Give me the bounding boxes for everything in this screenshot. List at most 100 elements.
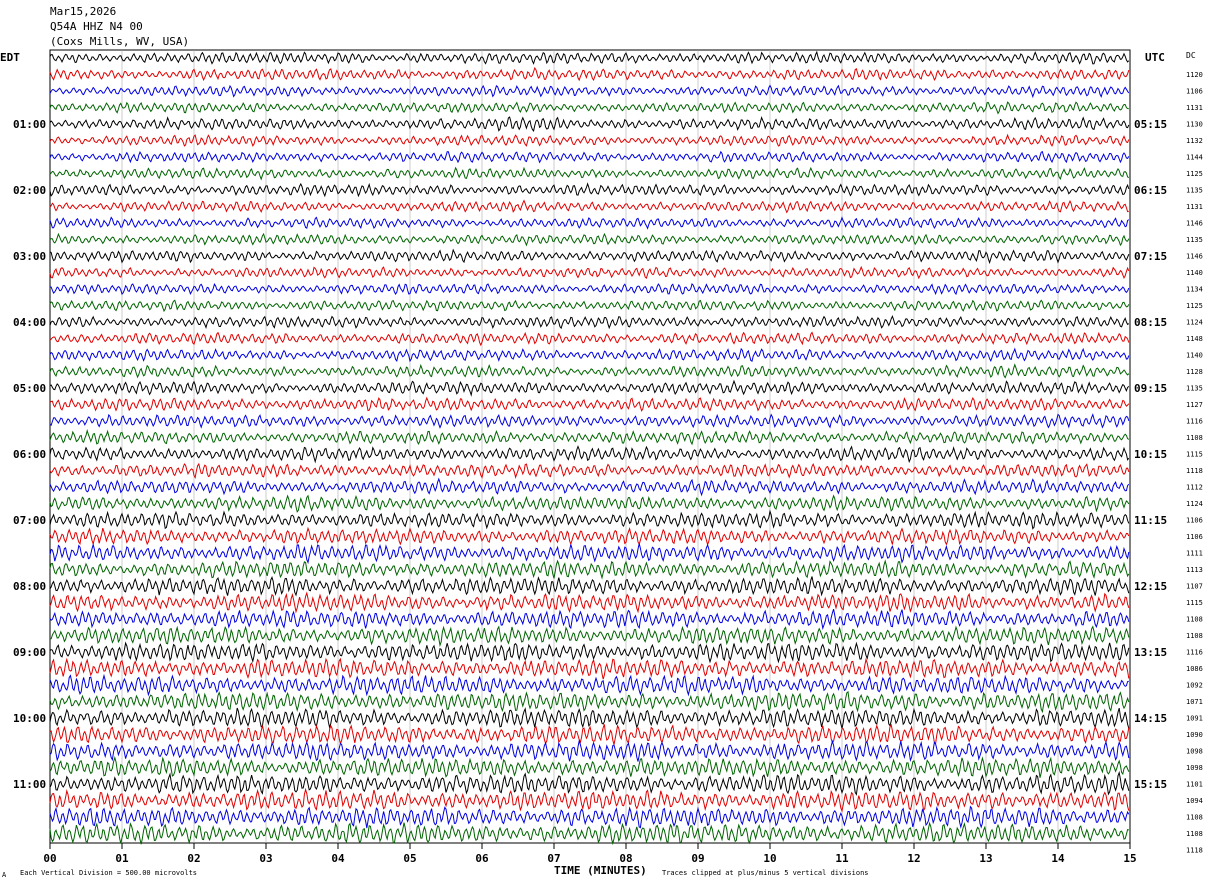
dc-offset-label: 1071 <box>1186 698 1203 706</box>
trace-line <box>49 494 1130 513</box>
trace-line <box>49 591 1130 614</box>
right-time-label: 05:15 <box>1134 118 1167 131</box>
dc-offset-label: 1108 <box>1186 830 1203 838</box>
trace-line <box>49 821 1129 846</box>
trace-line <box>49 805 1130 829</box>
time-labels: 00 01 02 03 04 05 06 07 08 09 10 11 12 13 14 1511201106… <box>13 71 1203 865</box>
right-time-label: 08:15 <box>1134 316 1167 329</box>
dc-offset-label: 1116 <box>1186 418 1203 426</box>
trace-line <box>49 576 1130 597</box>
dc-offset-label: 1120 <box>1186 71 1203 79</box>
left-time-label: 02:00 <box>13 184 46 197</box>
trace-line <box>49 331 1130 347</box>
dc-offset-label: 1148 <box>1186 335 1203 343</box>
right-time-label: 10:15 <box>1134 448 1167 461</box>
right-time-label: 13:15 <box>1134 646 1167 659</box>
x-tick-label: 15 <box>1123 852 1136 865</box>
dc-offset-label: 1140 <box>1186 352 1203 360</box>
trace-line <box>49 166 1130 181</box>
plot-frame <box>49 49 1131 844</box>
dc-offset-label: 1098 <box>1186 748 1203 756</box>
trace-line <box>49 559 1130 580</box>
left-time-label: 01:00 <box>13 118 46 131</box>
trace-line <box>49 641 1130 664</box>
left-time-label: 05:00 <box>13 382 46 395</box>
dc-offset-label: 1106 <box>1186 88 1203 96</box>
trace-line <box>49 66 1130 82</box>
x-tick-label: 13 <box>979 852 992 865</box>
dc-offset-label: 1108 <box>1186 814 1203 822</box>
left-time-label: 06:00 <box>13 448 46 461</box>
trace-line <box>49 509 1130 530</box>
right-time-label: 14:15 <box>1134 712 1167 725</box>
trace-line <box>49 625 1130 648</box>
dc-offset-label: 1144 <box>1186 154 1203 162</box>
dc-offset-label: 1101 <box>1186 781 1203 789</box>
trace-line <box>49 608 1130 631</box>
dc-offset-label: 1146 <box>1186 220 1203 228</box>
left-timezone-label: EDT <box>0 51 20 64</box>
x-tick-label: 08 <box>619 852 632 865</box>
trace-line <box>49 216 1130 230</box>
trace-line <box>49 396 1130 412</box>
trace-line <box>49 723 1130 746</box>
dc-offset-label: 1113 <box>1186 566 1203 574</box>
x-tick-label: 07 <box>547 852 560 865</box>
dc-offset-label: 1118 <box>1186 847 1203 855</box>
trace-line <box>49 314 1130 330</box>
dc-offset-label: 1091 <box>1186 715 1203 723</box>
dc-offset-label: 1108 <box>1186 616 1203 624</box>
dc-offset-label: 1124 <box>1186 500 1203 508</box>
trace-line <box>49 462 1130 479</box>
x-tick-label: 02 <box>187 852 200 865</box>
trace-line <box>49 739 1130 763</box>
dc-offset-label: 1098 <box>1186 764 1203 772</box>
dc-offset-label: 1106 <box>1186 517 1203 525</box>
dc-offset-label: 1125 <box>1186 302 1203 310</box>
trace-line <box>49 363 1130 379</box>
dc-offset-label: 1134 <box>1186 286 1203 294</box>
trace-line <box>49 445 1130 464</box>
dc-offset-label: 1131 <box>1186 104 1203 112</box>
dc-offset-label: 1125 <box>1186 170 1203 178</box>
trace-line <box>49 690 1130 714</box>
dc-offset-label: 1106 <box>1186 533 1203 541</box>
right-time-label: 09:15 <box>1134 382 1167 395</box>
trace-line <box>49 707 1130 730</box>
left-time-label: 11:00 <box>13 778 46 791</box>
right-time-label: 15:15 <box>1134 778 1167 791</box>
location-label: (Coxs Mills, WV, USA) <box>50 35 189 48</box>
trace-line <box>49 150 1130 164</box>
left-time-label: 03:00 <box>13 250 46 263</box>
x-tick-label: 06 <box>475 852 489 865</box>
trace-line <box>49 657 1130 680</box>
x-tick-label: 10 <box>763 852 776 865</box>
dc-offset-label: 1127 <box>1186 401 1203 409</box>
dc-offset-label: 1140 <box>1186 269 1203 277</box>
dc-offset-label: 1115 <box>1186 599 1203 607</box>
trace-line <box>49 232 1130 247</box>
x-tick-label: 04 <box>331 852 345 865</box>
x-axis-title: TIME (MINUTES) <box>554 864 647 877</box>
station-label: Q54A HHZ N4 00 <box>50 20 143 33</box>
grid-lines <box>49 50 1131 849</box>
dc-offset-label: 1092 <box>1186 682 1203 690</box>
left-time-label: 09:00 <box>13 646 46 659</box>
trace-line <box>49 133 1130 147</box>
dc-offset-label: 1086 <box>1186 665 1203 673</box>
dc-offset-label: 1090 <box>1186 731 1203 739</box>
trace-line <box>49 673 1129 697</box>
trace-line <box>49 116 1130 132</box>
dc-offset-label: 1107 <box>1186 583 1203 591</box>
trace-line <box>49 248 1130 265</box>
trace-line <box>49 428 1130 446</box>
dc-offset-label: 1118 <box>1186 467 1203 475</box>
date-label: Mar15,2026 <box>50 5 116 18</box>
corner-mark: A <box>2 871 7 879</box>
x-tick-label: 14 <box>1051 852 1065 865</box>
right-time-label: 11:15 <box>1134 514 1167 527</box>
trace-line <box>49 84 1130 99</box>
dc-offset-label: 1135 <box>1186 236 1203 244</box>
left-time-label: 08:00 <box>13 580 46 593</box>
